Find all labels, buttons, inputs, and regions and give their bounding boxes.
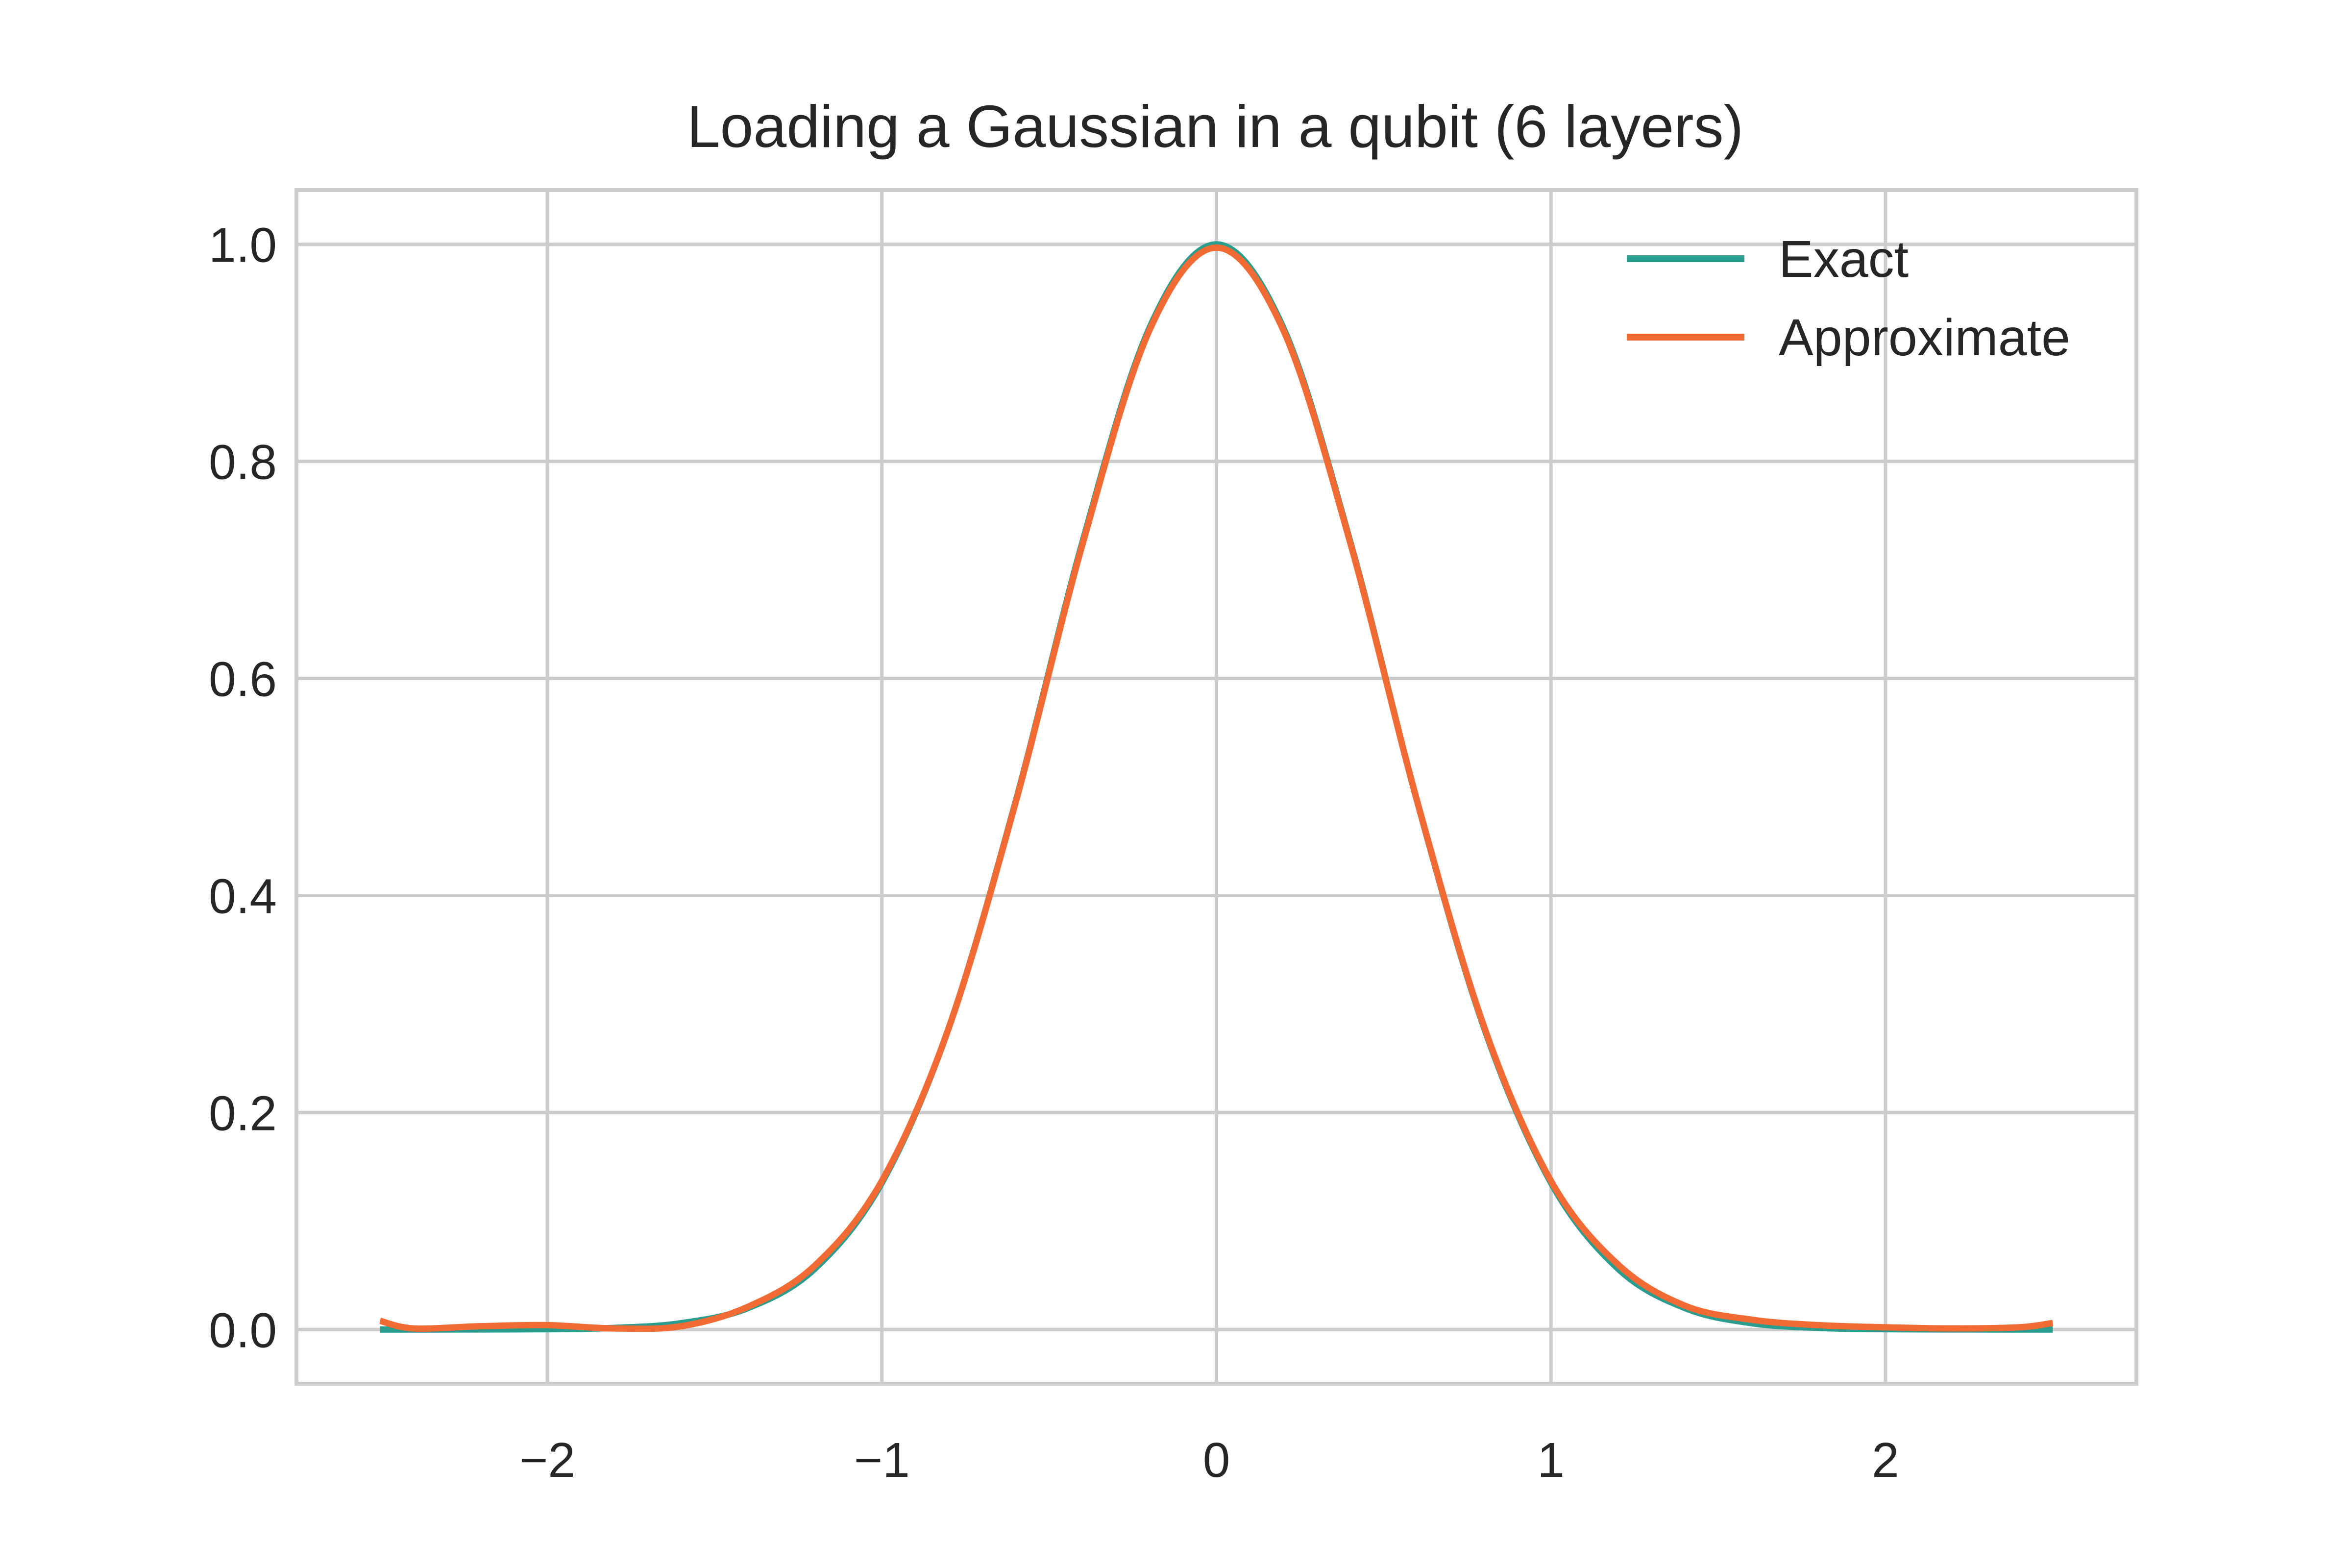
x-tick-label: −1 <box>854 1433 910 1488</box>
chart-title: Loading a Gaussian in a qubit (6 layers) <box>687 93 1744 160</box>
tick-labels: −2 −1 0 1 2 0.0 0.2 0.4 0.6 0.8 1.0 <box>209 218 1899 1488</box>
y-tick-label: 0.0 <box>209 1303 277 1358</box>
x-tick-label: 0 <box>1203 1433 1230 1488</box>
y-tick-label: 0.2 <box>209 1086 277 1141</box>
legend: Exact Approximate <box>1627 230 2070 367</box>
x-tick-label: 1 <box>1537 1433 1565 1488</box>
x-tick-label: −2 <box>519 1433 575 1488</box>
data-series <box>379 241 2054 1333</box>
series-line-1 <box>379 244 2054 1332</box>
y-tick-label: 0.8 <box>209 435 277 490</box>
y-tick-label: 0.6 <box>209 652 277 707</box>
plot-frame <box>294 188 2138 1386</box>
x-tick-label: 2 <box>1872 1433 1899 1488</box>
y-tick-label: 1.0 <box>209 218 277 273</box>
legend-label-0: Exact <box>1779 230 1909 288</box>
legend-label-1: Approximate <box>1779 309 2070 367</box>
y-tick-label: 0.4 <box>209 869 277 924</box>
